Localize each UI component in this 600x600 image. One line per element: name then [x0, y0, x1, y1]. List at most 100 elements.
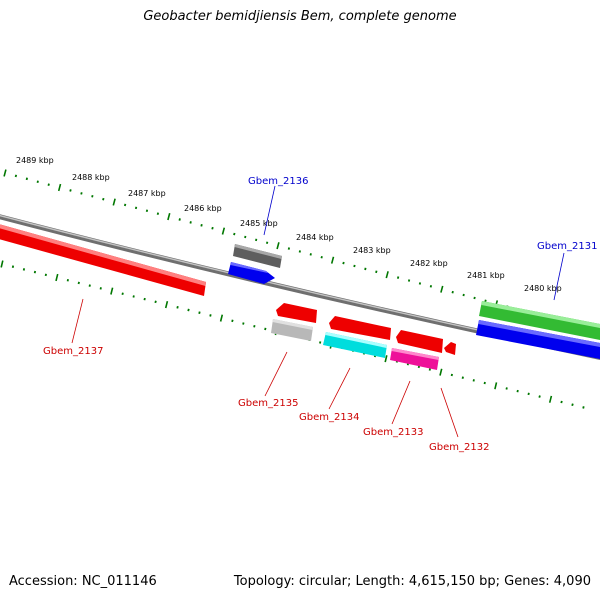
scale-minor-tick: [66, 278, 69, 282]
scale-minor-tick: [121, 292, 124, 296]
genome-title: Geobacter bemidjiensis Bem, complete gen…: [143, 9, 457, 24]
gene-Gbem_2136-shapes[interactable]: [228, 244, 282, 284]
scale-minor-tick: [264, 327, 267, 331]
gene-arrow[interactable]: [396, 330, 443, 353]
scale-minor-tick: [320, 255, 323, 259]
gene-Gbem_2131-shapes[interactable]: [476, 301, 600, 360]
kbp-label: 2484 kbp: [296, 233, 334, 242]
gene-arrow[interactable]: [476, 320, 600, 360]
kbp-label: 2487 kbp: [128, 189, 166, 198]
scale-minor-tick: [154, 300, 157, 304]
gene-label-Gbem_2135[interactable]: Gbem_2135: [238, 398, 298, 409]
scale-major-tick: [330, 256, 335, 264]
scale-minor-tick: [80, 192, 83, 195]
scale-minor-tick: [134, 206, 138, 210]
leader-line: [264, 351, 288, 397]
scale-minor-tick: [198, 311, 201, 314]
scale-minor-tick: [319, 341, 322, 344]
scale-minor-tick: [527, 392, 530, 396]
scale-major-tick: [384, 355, 388, 363]
scale-major-tick: [110, 287, 114, 295]
gene-Gbem_2134-shapes[interactable]: [323, 316, 391, 358]
gene-arrow[interactable]: [233, 244, 282, 268]
gene-arrow[interactable]: [329, 316, 391, 340]
scale-minor-tick: [462, 293, 465, 297]
scale-minor-tick: [231, 319, 234, 323]
scale-minor-tick: [91, 194, 94, 198]
leader-line: [553, 252, 565, 301]
scale-minor-tick: [472, 379, 475, 382]
scale-minor-tick: [47, 183, 50, 186]
kbp-label: 2483 kbp: [353, 246, 391, 255]
gene-label-Gbem_2134[interactable]: Gbem_2134: [299, 412, 359, 423]
outer-scale-track: [3, 169, 596, 332]
kbp-label: 2485 kbp: [240, 219, 278, 228]
scale-minor-tick: [450, 373, 453, 377]
scale-minor-tick: [209, 314, 212, 317]
scale-minor-tick: [25, 177, 28, 181]
scale-minor-tick: [253, 324, 256, 328]
scale-minor-tick: [145, 209, 149, 213]
gene-arrow[interactable]: [323, 332, 387, 358]
gene-label-Gbem_2137[interactable]: Gbem_2137: [43, 346, 103, 357]
gene-label-Gbem_2131[interactable]: Gbem_2131: [537, 241, 597, 252]
scale-minor-tick: [77, 281, 80, 285]
gene-Gbem_2137-shapes[interactable]: [0, 223, 206, 296]
gene-arrow[interactable]: [479, 301, 600, 341]
scale-major-tick: [439, 368, 443, 376]
scale-minor-tick: [189, 221, 192, 224]
gene-arrow-highlight: [0, 224, 206, 286]
kbp-label: 2480 kbp: [524, 284, 562, 293]
scale-minor-tick: [483, 381, 486, 385]
scale-minor-tick: [582, 406, 585, 409]
scale-minor-tick: [69, 189, 72, 192]
gene-arrow-highlight: [234, 244, 282, 259]
gene-arrow[interactable]: [276, 303, 317, 323]
scale-major-tick: [221, 227, 226, 235]
scale-major-tick: [112, 198, 116, 206]
scale-minor-tick: [461, 376, 464, 379]
scale-minor-tick: [211, 226, 214, 230]
gene-arrow-highlight: [391, 348, 439, 360]
gene-label-Gbem_2133[interactable]: Gbem_2133: [363, 427, 423, 438]
scale-minor-tick: [88, 284, 91, 287]
scale-minor-tick: [99, 287, 102, 290]
gene-arrow[interactable]: [271, 319, 313, 341]
scale-minor-tick: [102, 197, 105, 201]
kbp-label: 2486 kbp: [184, 204, 222, 213]
scale-major-tick: [385, 271, 389, 279]
gene-Gbem_2133-shapes[interactable]: [390, 330, 443, 370]
scale-major-tick: [55, 273, 59, 282]
scale-major-tick: [219, 314, 224, 322]
gene-arrow[interactable]: [390, 348, 439, 370]
gene-arrow[interactable]: [228, 262, 275, 284]
kbp-label: 2481 kbp: [467, 271, 505, 280]
gene-Gbem_2132-shapes[interactable]: [444, 342, 456, 355]
scale-minor-tick: [309, 253, 312, 256]
label-leaders: [71, 185, 565, 438]
scale-major-tick: [494, 382, 498, 390]
scale-minor-tick: [11, 265, 15, 268]
gene-label-Gbem_2136[interactable]: Gbem_2136: [248, 176, 308, 187]
scale-minor-tick: [484, 299, 487, 303]
scale-minor-tick: [473, 296, 476, 300]
scale-minor-tick: [244, 235, 247, 239]
scale-minor-tick: [156, 212, 160, 215]
gene-label-Gbem_2132[interactable]: Gbem_2132: [429, 442, 489, 453]
scale-major-tick: [3, 169, 7, 177]
leader-line: [440, 387, 459, 438]
scale-major-tick: [548, 395, 553, 403]
scale-minor-tick: [364, 267, 367, 271]
scale-minor-tick: [560, 400, 563, 404]
scale-minor-tick: [342, 261, 345, 265]
gene-arrow[interactable]: [444, 342, 456, 355]
scale-major-tick: [57, 183, 62, 192]
leader-line: [71, 298, 84, 344]
kbp-label: 2482 kbp: [410, 259, 448, 268]
scale-minor-tick: [298, 250, 301, 253]
gene-Gbem_2135-shapes[interactable]: [271, 303, 317, 341]
scale-minor-tick: [132, 295, 135, 298]
gene-arrow-highlight: [272, 319, 313, 330]
scale-minor-tick: [176, 306, 179, 309]
